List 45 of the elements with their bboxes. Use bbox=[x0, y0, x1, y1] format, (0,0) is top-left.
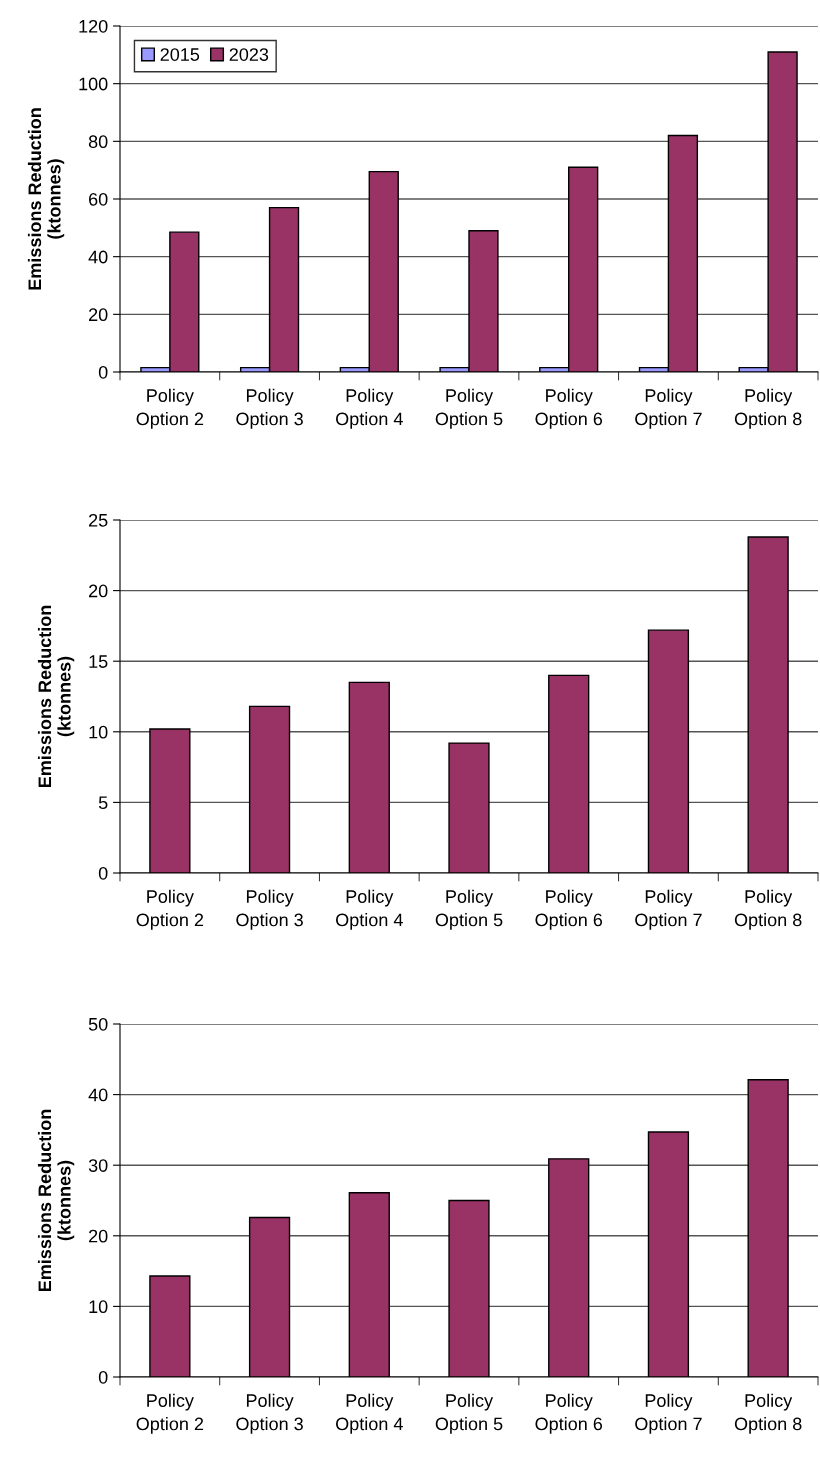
x-tick-label: Policy Option 6 bbox=[535, 388, 603, 429]
x-tick-label: Policy Option 7 bbox=[635, 1393, 702, 1434]
x-tick-label: Policy Option 8 bbox=[734, 388, 802, 429]
x-tick-label: Policy Option 7 bbox=[635, 388, 702, 429]
y-tick-label: 5 bbox=[98, 796, 108, 810]
x-tick-label: Policy Option 6 bbox=[535, 889, 603, 930]
y-tick-label: 15 bbox=[89, 655, 108, 668]
x-tick-label: Policy Option 4 bbox=[336, 1393, 403, 1434]
y-tick-label: 100 bbox=[79, 77, 108, 91]
y-tick-label: 40 bbox=[88, 1088, 108, 1102]
x-tick-label: Policy Option 5 bbox=[435, 1393, 503, 1434]
y-tick-label: 120 bbox=[79, 19, 108, 33]
y-tick-label: 50 bbox=[88, 1017, 108, 1031]
y-axis-title: Emissions Reduction (ktonnes) bbox=[37, 1109, 75, 1292]
x-tick-label: Policy Option 2 bbox=[136, 1393, 204, 1434]
y-tick-label: 25 bbox=[89, 513, 108, 527]
y-tick-label: 10 bbox=[89, 725, 108, 739]
x-tick-label: Policy Option 3 bbox=[236, 388, 303, 429]
x-tick-label: Policy Option 4 bbox=[336, 889, 403, 930]
x-tick-label: Policy Option 5 bbox=[435, 889, 503, 930]
y-tick-label: 20 bbox=[89, 308, 108, 322]
y-tick-label: 60 bbox=[89, 192, 108, 206]
x-tick-label: Policy Option 8 bbox=[734, 889, 802, 930]
x-tick-label: Policy Option 7 bbox=[635, 889, 702, 930]
y-tick-label: 0 bbox=[98, 1370, 108, 1384]
y-tick-label: 0 bbox=[98, 866, 108, 880]
y-axis-title: Emissions Reduction (ktonnes) bbox=[37, 605, 75, 788]
legend-label: 2023 bbox=[229, 48, 269, 61]
y-tick-label: 80 bbox=[88, 135, 108, 149]
y-tick-label: 20 bbox=[89, 1229, 108, 1243]
y-tick-label: 30 bbox=[88, 1159, 108, 1172]
x-tick-label: Policy Option 6 bbox=[535, 1393, 603, 1434]
x-tick-label: Policy Option 4 bbox=[336, 388, 403, 429]
y-tick-label: 10 bbox=[89, 1300, 108, 1314]
x-tick-label: Policy Option 5 bbox=[435, 388, 503, 429]
y-tick-label: 20 bbox=[89, 584, 108, 598]
x-tick-label: Policy Option 3 bbox=[236, 1393, 303, 1434]
legend-label: 2015 bbox=[160, 48, 200, 61]
x-tick-label: Policy Option 3 bbox=[236, 889, 303, 930]
x-tick-label: Policy Option 2 bbox=[136, 889, 204, 930]
y-tick-label: 40 bbox=[88, 250, 108, 264]
x-tick-label: Policy Option 2 bbox=[136, 388, 204, 429]
y-tick-label: 0 bbox=[98, 365, 108, 379]
x-tick-label: Policy Option 8 bbox=[734, 1393, 802, 1434]
y-axis-title: Emissions Reduction (ktonnes) bbox=[27, 108, 65, 290]
